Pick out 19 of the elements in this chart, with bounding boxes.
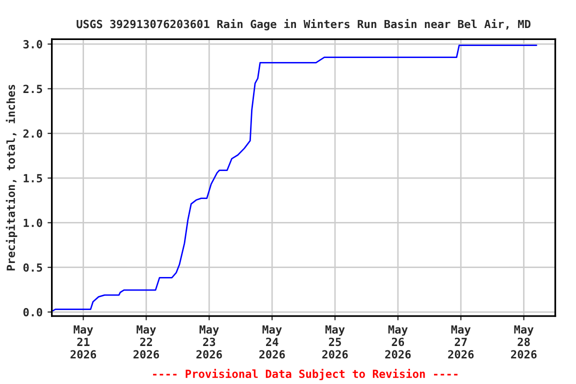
text: ---- Provisional Data Subject to Revision ---- [153,368,458,380]
line-series [52,44,538,312]
x-tick-label: May 22 2026 [133,325,160,359]
y-tick-label: 2.0 [23,129,42,138]
y-axis-title: Precipitation, total, inches [6,84,18,270]
x-tick-label: May 23 2026 [196,325,222,359]
x-tick-label: May 26 2026 [385,325,411,359]
y-tick-label: 1.0 [24,218,42,228]
x-tick-label: May 21 2026 [70,325,96,359]
y-tick-label: 1.5 [24,174,42,182]
x-tick-label: May 28 2026 [511,325,537,359]
chart-title: USGS 392913076203601 Rain Gage in Winters Run Basin near Bel Air, MD [76,19,530,30]
x-tick-label: May 25 2026 [322,325,348,359]
y-tick-label: 3.0 [23,40,42,48]
x-tick-label: May 27 2026 [448,325,474,359]
y-tick-label: 0.0 [23,308,42,316]
x-tick-label: May 24 2026 [259,325,285,359]
y-tick-label: 0.5 [23,263,42,272]
y-tick-label: 2.5 [23,84,42,94]
